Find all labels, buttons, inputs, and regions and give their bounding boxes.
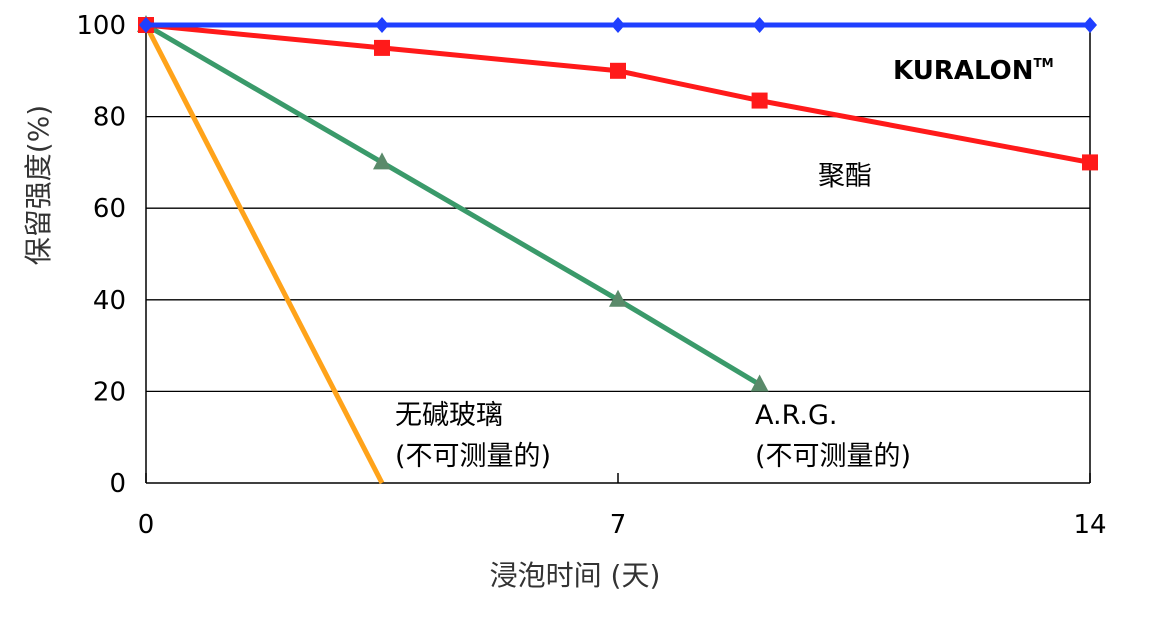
data-point-diamond — [375, 17, 389, 33]
series-group — [137, 15, 1098, 485]
data-point-triangle — [750, 374, 769, 392]
data-point-square — [1082, 154, 1098, 171]
data-point-diamond — [752, 17, 767, 33]
series-line — [145, 22, 1091, 165]
data-point-triangle — [373, 152, 391, 170]
y-tick-labels: 0 20 40 60 80 100 — [76, 11, 126, 499]
series-2 — [137, 15, 769, 392]
y-tick-label: 100 — [76, 11, 126, 41]
y-tick-label: 40 — [93, 286, 126, 316]
annotation-kuralon-name: KURALON — [893, 56, 1033, 86]
series-3 — [143, 23, 385, 485]
axes — [145, 25, 1091, 484]
data-point-diamond — [139, 17, 153, 33]
x-tick-label: 14 — [1073, 510, 1106, 540]
y-tick-label: 80 — [93, 103, 126, 133]
annotation-kuralon-tm: TM — [1033, 56, 1053, 70]
x-tick-label: 7 — [610, 510, 627, 540]
annotation-arg: A.R.G. — [755, 400, 837, 431]
y-tick-label: 0 — [109, 469, 126, 499]
annotation-eglass-note: (不可测量的) — [395, 441, 551, 472]
series-line — [144, 22, 761, 387]
x-tick-label: 0 — [138, 510, 155, 540]
data-point-diamond — [611, 17, 625, 33]
series-1 — [138, 17, 1098, 171]
series-line — [143, 23, 385, 485]
data-point-diamond — [1083, 17, 1097, 33]
x-tick-labels: 0 7 14 — [138, 510, 1107, 540]
annotation-arg-note: (不可测量的) — [755, 441, 911, 472]
y-axis-title: 保留强度(%) — [22, 105, 55, 265]
x-axis-title: 浸泡时间 (天) — [490, 559, 661, 592]
data-point-triangle — [609, 289, 627, 307]
y-tick-label: 60 — [93, 194, 126, 224]
data-point-square — [610, 62, 626, 79]
annotation-kuralon: KURALONTM — [893, 56, 1054, 86]
annotation-polyester: 聚酯 — [818, 161, 872, 192]
y-tick-label: 20 — [93, 377, 126, 407]
series-0 — [139, 17, 1097, 33]
data-point-square — [751, 92, 768, 109]
data-point-square — [374, 39, 390, 56]
annotation-eglass: 无碱玻璃 — [395, 400, 503, 431]
